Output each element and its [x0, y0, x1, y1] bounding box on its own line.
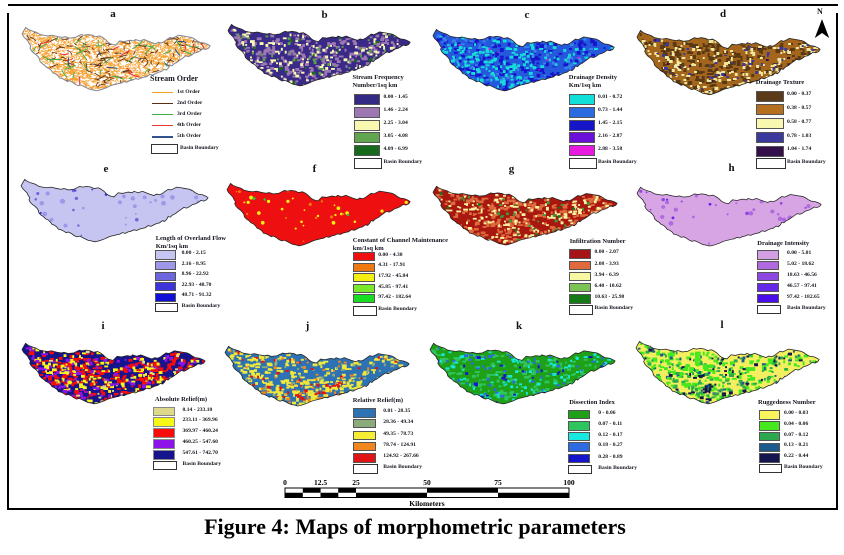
- svg-text:50: 50: [423, 478, 431, 487]
- svg-text:25: 25: [352, 478, 360, 487]
- svg-text:100: 100: [563, 478, 575, 487]
- svg-text:Kilometers: Kilometers: [409, 499, 444, 508]
- svg-text:12.5: 12.5: [314, 478, 327, 487]
- svg-text:0: 0: [283, 478, 287, 487]
- svg-text:75: 75: [494, 478, 502, 487]
